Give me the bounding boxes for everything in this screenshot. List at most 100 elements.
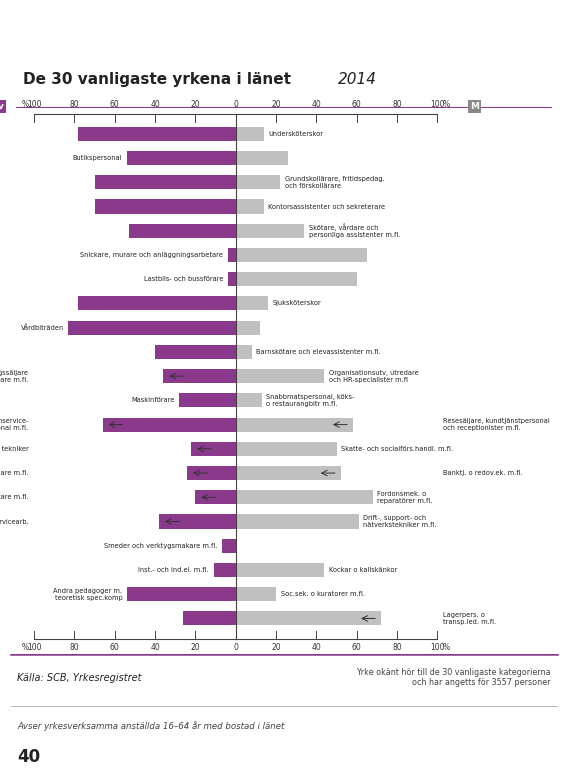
Text: Drift-, support- och
nätverkstekniker m.fl.: Drift-, support- och nätverkstekniker m.… [364, 515, 437, 528]
Text: Soc.sek. o kuratorer m.fl.: Soc.sek. o kuratorer m.fl. [281, 591, 365, 598]
Bar [163, 369, 236, 383]
Text: 100: 100 [27, 100, 41, 109]
Text: Sjuksköterskor: Sjuksköterskor [273, 300, 321, 306]
Text: %: % [21, 100, 28, 109]
Text: %: % [443, 643, 450, 652]
Bar [236, 224, 304, 238]
Text: Vårdbiträden: Vårdbiträden [20, 324, 64, 331]
Bar [236, 587, 276, 601]
Text: 80: 80 [392, 643, 402, 652]
Bar [159, 514, 236, 529]
Bar [236, 296, 268, 310]
Text: Resesäljare, kundtjänstpersonal
och receptionister m.fl.: Resesäljare, kundtjänstpersonal och rece… [443, 418, 550, 431]
Bar [222, 539, 236, 553]
Text: Försäkringsrådg, företagssäljare
och inköpare m.fl.: Försäkringsrådg, företagssäljare och ink… [0, 369, 28, 384]
Bar [236, 393, 262, 408]
Text: 100: 100 [27, 643, 41, 652]
Text: Kontorsassistenter och sekreterare: Kontorsassistenter och sekreterare [269, 204, 386, 209]
Text: Skatte- och socialförs.handl. m.fl.: Skatte- och socialförs.handl. m.fl. [341, 445, 453, 452]
Text: Banktj. o redov.ek. m.fl.: Banktj. o redov.ek. m.fl. [443, 470, 523, 476]
Text: 0: 0 [233, 100, 238, 109]
Text: Smeder och verktygsmakare m.fl.: Smeder och verktygsmakare m.fl. [104, 543, 217, 549]
Text: Grundskollärare, fritidspedag.
och förskollärare: Grundskollärare, fritidspedag. och försk… [285, 176, 385, 189]
Bar [236, 320, 260, 335]
Text: Avser yrkesverksamma anställda 16–64 år med bostad i länet: Avser yrkesverksamma anställda 16–64 år … [17, 721, 285, 731]
Bar [228, 273, 236, 286]
Bar [94, 175, 236, 189]
Text: 100: 100 [430, 643, 445, 652]
Bar [129, 224, 236, 238]
Bar [214, 563, 236, 577]
Bar [127, 587, 236, 601]
Text: Snabbmatspersonal, köks-
o restaurangbitr m.fl.: Snabbmatspersonal, köks- o restaurangbit… [266, 394, 355, 407]
Text: Skötare, vårdare och
personliga assistenter m.fl.: Skötare, vårdare och personliga assisten… [309, 223, 400, 238]
Bar [228, 248, 236, 262]
Bar [236, 345, 252, 359]
Bar [236, 418, 353, 432]
Bar [187, 466, 236, 480]
Text: 40: 40 [150, 100, 160, 109]
Text: 60: 60 [110, 643, 120, 652]
Bar [103, 418, 236, 432]
Bar [68, 320, 236, 335]
Text: 20: 20 [191, 643, 200, 652]
Text: 80: 80 [70, 100, 79, 109]
Text: 80: 80 [392, 100, 402, 109]
Text: Undersköterskor: Undersköterskor [269, 130, 324, 137]
Bar [236, 490, 373, 504]
Text: Lagerpers. o
transp.led. m.fl.: Lagerpers. o transp.led. m.fl. [443, 612, 496, 625]
Bar [94, 199, 236, 214]
Bar [236, 273, 357, 286]
Bar [78, 296, 236, 310]
Bar [195, 490, 236, 504]
Bar [191, 442, 236, 455]
Bar [236, 199, 264, 214]
Bar [236, 611, 381, 625]
Text: M: M [470, 102, 479, 111]
Text: 0: 0 [233, 643, 238, 652]
Text: 40: 40 [311, 643, 321, 652]
Bar [236, 466, 341, 480]
Text: 60: 60 [352, 643, 362, 652]
Text: Ingenjörer och tekniker: Ingenjörer och tekniker [0, 445, 28, 452]
Text: 80: 80 [70, 643, 79, 652]
Text: 20: 20 [272, 100, 281, 109]
Bar [179, 393, 236, 408]
Bar [236, 248, 367, 262]
Text: 2014: 2014 [338, 72, 377, 87]
Bar [78, 127, 236, 141]
Text: Förvärvsarbete: Förvärvsarbete [14, 16, 265, 44]
Text: Maskinförare: Maskinförare [131, 398, 175, 403]
Text: 40: 40 [17, 748, 40, 767]
Bar [236, 563, 324, 577]
Text: Städledare och fastighetsskötare m.fl.: Städledare och fastighetsskötare m.fl. [0, 494, 28, 500]
Text: Kv: Kv [0, 102, 3, 111]
Text: 60: 60 [110, 100, 120, 109]
Text: 100: 100 [430, 100, 445, 109]
Text: 40: 40 [311, 100, 321, 109]
Bar [183, 611, 236, 625]
Text: 20: 20 [272, 643, 281, 652]
Text: 20: 20 [191, 100, 200, 109]
Text: Snickare, murare och anläggningsarbetare: Snickare, murare och anläggningsarbetare [80, 252, 223, 258]
Bar [236, 514, 359, 529]
Bar [236, 442, 336, 455]
Text: 40: 40 [150, 643, 160, 652]
Text: Lastbils- och bussförare: Lastbils- och bussförare [144, 276, 223, 283]
Text: Källa: SCB, Yrkesregistret: Källa: SCB, Yrkesregistret [17, 672, 141, 682]
Bar [127, 151, 236, 165]
Bar [236, 175, 280, 189]
Text: Tidningsdistr., vaktm. o övr. servicearb.: Tidningsdistr., vaktm. o övr. servicearb… [0, 519, 28, 524]
Bar [155, 345, 236, 359]
Text: Butikspersonal: Butikspersonal [73, 155, 122, 161]
Text: Barnskötare och elevassistenter m.fl.: Barnskötare och elevassistenter m.fl. [256, 349, 381, 355]
Text: %: % [21, 643, 28, 652]
Text: %: % [443, 100, 450, 109]
Text: 60: 60 [352, 100, 362, 109]
Text: Städare o hemservice-
personal m.fl.: Städare o hemservice- personal m.fl. [0, 418, 28, 431]
Text: Inst.- och ind.el. m.fl.: Inst.- och ind.el. m.fl. [138, 567, 209, 573]
Text: Kockar o kallskänkor: Kockar o kallskänkor [329, 567, 398, 573]
Text: Fordonsmek. o
reparatörer m.fl.: Fordonsmek. o reparatörer m.fl. [377, 491, 433, 504]
Bar [236, 151, 288, 165]
Text: Andra pedagoger m.
teoretisk spec.komp: Andra pedagoger m. teoretisk spec.komp [53, 587, 122, 601]
